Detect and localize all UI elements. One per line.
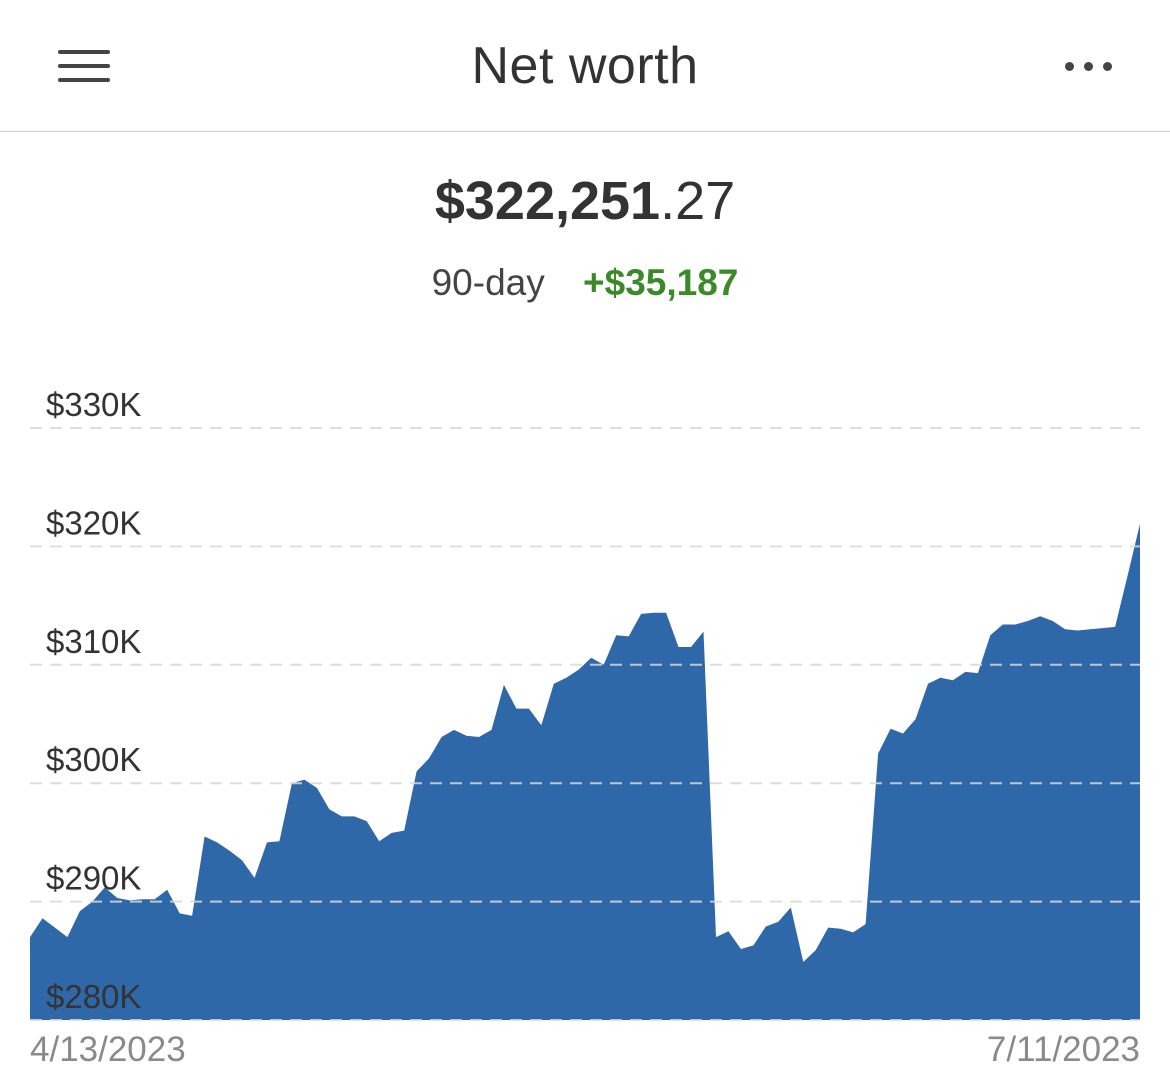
amount-cents: .27 xyxy=(660,171,736,231)
dot xyxy=(1065,62,1074,71)
x-axis-end-label: 7/11/2023 xyxy=(986,1030,1140,1069)
change-value: +$35,187 xyxy=(583,262,739,303)
menu-line xyxy=(58,78,110,82)
net-worth-area-series xyxy=(30,523,1140,1020)
hamburger-menu-icon[interactable] xyxy=(50,40,118,92)
y-tick-label: $290K xyxy=(46,860,141,897)
net-worth-amount: $322,251.27 xyxy=(0,170,1170,232)
x-axis-start-label: 4/13/2023 xyxy=(30,1030,186,1069)
y-tick-label: $280K xyxy=(46,978,141,1015)
y-tick-label: $300K xyxy=(46,741,141,778)
net-worth-area-chart: $280K $290K $300K $310K $320K $330K xyxy=(30,386,1140,1021)
more-options-icon[interactable] xyxy=(1056,46,1120,86)
y-tick-label: $330K xyxy=(46,386,141,423)
dot xyxy=(1084,62,1093,71)
menu-line xyxy=(58,50,110,54)
period-label: 90-day xyxy=(431,262,545,303)
change-summary: 90-day +$35,187 xyxy=(0,262,1170,304)
menu-line xyxy=(58,64,110,68)
y-tick-label: $320K xyxy=(46,504,141,541)
page-title: Net worth xyxy=(471,37,699,95)
amount-whole: $322,251 xyxy=(434,171,661,231)
dot xyxy=(1103,62,1112,71)
y-tick-label: $310K xyxy=(46,623,141,660)
top-bar: Net worth xyxy=(0,0,1170,132)
